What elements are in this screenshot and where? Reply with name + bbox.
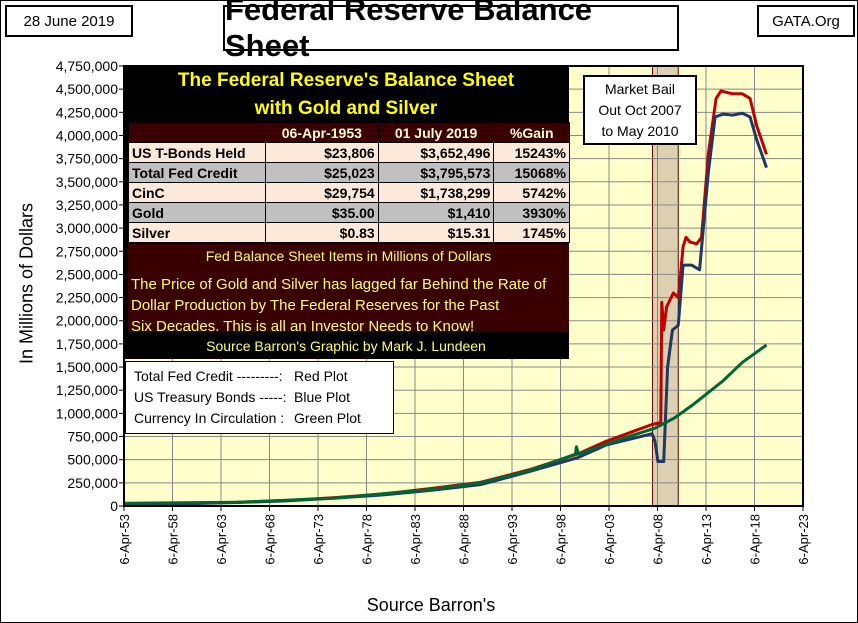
note-panel: Fed Balance Sheet Items in Millions of D… <box>128 244 569 335</box>
y-tick-label: 2,500,000 <box>56 266 118 282</box>
legend-label: Total Fed Credit ---------: <box>134 368 283 384</box>
row-label: Gold <box>128 202 266 223</box>
legend-plot: Blue Plot <box>294 389 351 405</box>
x-tick-label: 6-Apr-88 <box>457 514 472 565</box>
summary-table-panel: The Federal Reserve's Balance Sheet with… <box>123 66 570 359</box>
page-title: Federal Reserve Balance Sheet <box>223 1 679 63</box>
cell: $25,023 <box>265 162 379 183</box>
summary-table: 06-Apr-1953 01 July 2019 %Gain US T-Bond… <box>128 122 570 243</box>
y-tick-label: 1,500,000 <box>56 359 118 375</box>
y-tick-label: 4,000,000 <box>56 127 118 143</box>
x-tick-label: 6-Apr-58 <box>166 514 181 565</box>
y-tick-label: 2,250,000 <box>56 290 118 306</box>
cell: $15.31 <box>377 222 495 243</box>
x-tick-label: 6-Apr-13 <box>699 514 714 565</box>
y-tick-label: 2,000,000 <box>56 313 118 329</box>
x-tick-label: 6-Apr-98 <box>554 514 569 565</box>
source-credit: Source Barron's Graphic by Mark J. Lunde… <box>206 338 486 354</box>
legend-label: US Treasury Bonds -----: <box>134 389 287 405</box>
annotation-line: Out Oct 2007 <box>598 102 682 118</box>
table-row: Total Fed Credit $25,023 $3,795,573 15068% <box>128 162 570 183</box>
x-tick-label: 6-Apr-63 <box>214 514 229 565</box>
date-label: 28 June 2019 <box>5 5 133 37</box>
legend-plot: Red Plot <box>294 368 348 384</box>
x-tick-label: 6-Apr-23 <box>796 514 811 565</box>
cell: 1745% <box>493 222 570 243</box>
y-tick-label: 3,500,000 <box>56 174 118 190</box>
y-tick-label: 4,750,000 <box>56 58 118 74</box>
y-tick-label: 3,250,000 <box>56 197 118 213</box>
note-line: The Price of Gold and Silver has lagged … <box>131 276 547 293</box>
table-row: US T-Bonds Held $23,806 $3,652,496 15243% <box>128 142 570 163</box>
y-tick-label: 3,000,000 <box>56 220 118 236</box>
row-label: Silver <box>128 222 266 243</box>
x-tick-label: 6-Apr-18 <box>748 514 763 565</box>
x-axis-label: Source Barron's <box>366 595 496 615</box>
table-header-row: 06-Apr-1953 01 July 2019 %Gain <box>128 122 570 143</box>
cell: $29,754 <box>265 182 379 203</box>
y-tick-label: 1,250,000 <box>56 382 118 398</box>
table-title: The Federal Reserve's Balance Sheet <box>177 70 515 91</box>
table-row: CinC $29,754 $1,738,299 5742% <box>128 182 570 203</box>
table-row: Gold $35.00 $1,410 3930% <box>128 202 570 223</box>
x-tick-label: 6-Apr-68 <box>263 514 278 565</box>
cell: $3,795,573 <box>377 162 495 183</box>
x-tick-label: 6-Apr-93 <box>505 514 520 565</box>
y-tick-label: 0 <box>110 498 118 514</box>
annotation-line: Market Bail <box>604 81 676 97</box>
note-line: Six Decades. This is all an Investor Nee… <box>131 318 475 335</box>
x-tick-label: 6-Apr-03 <box>602 514 617 565</box>
legend-label: Currency In Circulation : <box>134 410 285 426</box>
note-line: Dollar Production by The Federal Reserve… <box>131 297 500 314</box>
legend-plot: Green Plot <box>294 410 361 426</box>
cell: $1,410 <box>377 202 495 223</box>
x-tick-label: 6-Apr-08 <box>651 514 666 565</box>
y-tick-label: 3,750,000 <box>56 151 118 167</box>
cell: 5742% <box>493 182 570 203</box>
legend-item: US Treasury Bonds -----: Blue Plot <box>134 387 385 408</box>
column-header: 06-Apr-1953 <box>265 122 379 143</box>
x-tick-label: 6-Apr-73 <box>311 514 326 565</box>
row-label: US T-Bonds Held <box>128 142 266 163</box>
table-row: Silver $0.83 $15.31 1745% <box>128 222 570 243</box>
y-tick-label: 4,250,000 <box>56 104 118 120</box>
y-tick-label: 1,750,000 <box>56 336 118 352</box>
bailout-annotation: Market Bail Out Oct 2007 to May 2010 <box>583 75 697 145</box>
row-label: CinC <box>128 182 266 203</box>
cell: $35.00 <box>265 202 379 223</box>
legend: Total Fed Credit ---------: Red Plot US T… <box>125 361 394 434</box>
cell: 3930% <box>493 202 570 223</box>
cell: $0.83 <box>265 222 379 243</box>
y-tick-label: 1,000,000 <box>56 405 118 421</box>
x-tick-label: 6-Apr-53 <box>117 514 132 565</box>
y-tick-label: 250,000 <box>67 475 118 491</box>
column-header <box>128 122 266 143</box>
series-line-currency-in-circulation <box>123 343 768 505</box>
column-header: 01 July 2019 <box>377 122 495 143</box>
x-tick-label: 6-Apr-78 <box>360 514 375 565</box>
cell: $3,652,496 <box>377 142 495 163</box>
y-tick-label: 2,750,000 <box>56 243 118 259</box>
cell: $23,806 <box>265 142 379 163</box>
cell: 15243% <box>493 142 570 163</box>
legend-item: Currency In Circulation : Green Plot <box>134 408 385 429</box>
units-note: Fed Balance Sheet Items in Millions of D… <box>205 248 492 264</box>
x-tick-label: 6-Apr-83 <box>408 514 423 565</box>
y-axis-label: In Millions of Dollars <box>16 202 37 365</box>
y-tick-label: 500,000 <box>67 452 118 468</box>
cell: $1,738,299 <box>377 182 495 203</box>
source-site-label: GATA.Org <box>757 5 855 37</box>
legend-item: Total Fed Credit ---------: Red Plot <box>134 366 385 387</box>
cell: 15068% <box>493 162 570 183</box>
y-tick-label: 4,500,000 <box>56 81 118 97</box>
annotation-line: to May 2010 <box>601 123 679 139</box>
y-tick-label: 750,000 <box>67 429 118 445</box>
column-header: %Gain <box>493 122 570 143</box>
table-subtitle: with Gold and Silver <box>254 98 438 119</box>
row-label: Total Fed Credit <box>128 162 266 183</box>
